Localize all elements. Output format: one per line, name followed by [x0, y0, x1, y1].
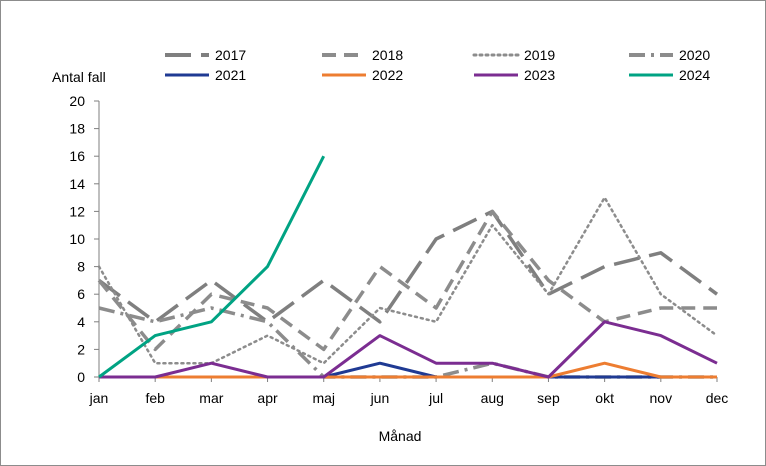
x-tick-label: jul [428, 390, 443, 406]
series-line-2019 [97, 196, 719, 365]
legend: 2017 2018 2019 2020 2021 2022 2023 2024 [165, 47, 710, 83]
legend-label-2024: 2024 [679, 67, 710, 83]
x-axis-label: Månad [379, 428, 422, 444]
y-tick-label: 18 [69, 121, 85, 137]
series-line-2024 [98, 155, 326, 379]
legend-label-2019: 2019 [524, 47, 555, 63]
y-tick-label: 8 [77, 259, 85, 275]
legend-label-2017: 2017 [215, 47, 246, 63]
y-tick-label: 0 [77, 369, 85, 385]
x-tick-label: aug [481, 390, 504, 406]
x-tick-label: feb [145, 390, 165, 406]
y-tick-label: 12 [69, 203, 85, 219]
y-tick-label: 20 [69, 93, 85, 109]
y-tick-label: 2 [77, 341, 85, 357]
series-line-2020 [98, 306, 717, 379]
legend-label-2022: 2022 [372, 67, 403, 83]
legend-label-2021: 2021 [215, 67, 246, 83]
y-tick-label: 16 [69, 148, 85, 164]
axes: 0 2 4 6 8 10 12 14 16 18 20 jan feb mar apr maj jun jul au… [69, 93, 728, 406]
series-line-2018 [97, 209, 717, 352]
series-line-2021 [99, 361, 717, 379]
series-line-2017 [97, 209, 719, 324]
series-line-2023 [99, 320, 718, 379]
x-tick-label: okt [595, 390, 614, 406]
y-tick-label: 6 [77, 286, 85, 302]
x-tick-label: sep [537, 390, 560, 406]
x-tick-label: jan [89, 390, 109, 406]
legend-label-2020: 2020 [679, 47, 710, 63]
legend-label-2018: 2018 [372, 47, 403, 63]
y-tick-label: 10 [69, 231, 85, 247]
x-tick-label: dec [706, 390, 729, 406]
x-tick-label: apr [257, 390, 278, 406]
x-tick-label: mar [199, 390, 223, 406]
y-tick-label: 14 [69, 176, 85, 192]
y-tick-label: 4 [77, 314, 85, 330]
x-tick-label: nov [650, 390, 673, 406]
legend-label-2023: 2023 [524, 67, 555, 83]
series-line-2022 [99, 361, 717, 379]
y-axis-label: Antal fall [52, 69, 106, 85]
series-layer [97, 155, 719, 379]
x-tick-label: maj [312, 390, 335, 406]
x-tick-label: jun [370, 390, 390, 406]
